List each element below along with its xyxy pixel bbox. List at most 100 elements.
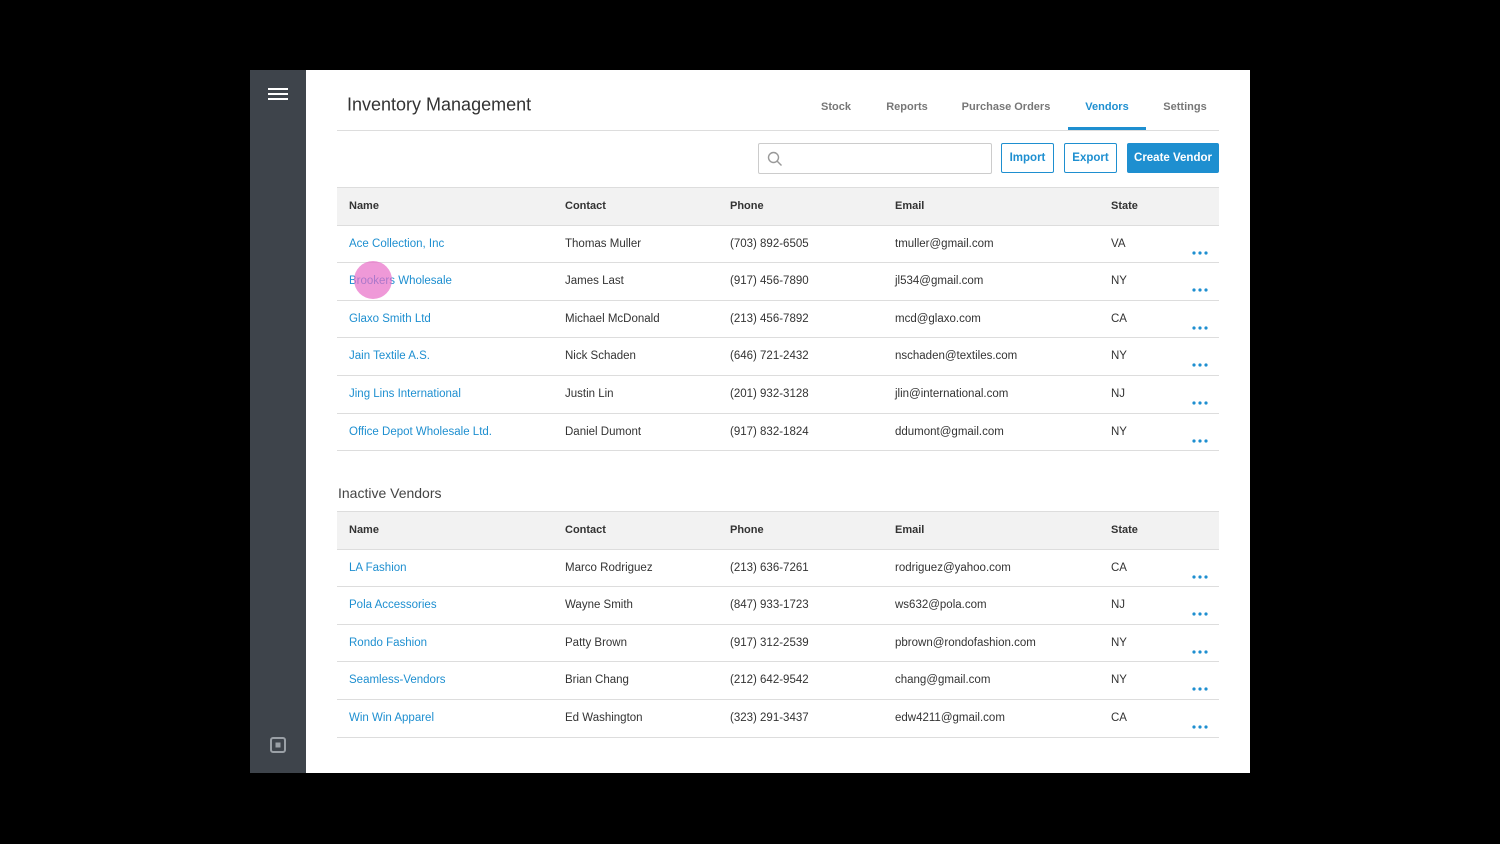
row-divider [337, 623, 1219, 625]
vendor-link[interactable]: LA Fashion [349, 561, 407, 574]
cell: rodriguez@yahoo.com [895, 561, 1011, 574]
row-menu[interactable] [1192, 716, 1208, 729]
row-divider [337, 299, 1219, 301]
cell: Marco Rodriguez [565, 561, 653, 574]
cell: VA [1111, 237, 1126, 250]
row-divider [337, 337, 1219, 339]
vendor-link[interactable]: Glaxo Smith Ltd [349, 312, 431, 325]
vendor-link[interactable]: Seamless-Vendors [349, 674, 446, 687]
row-menu[interactable] [1192, 392, 1208, 405]
column-header: Contact [565, 524, 606, 536]
vendor-link[interactable]: Rondo Fashion [349, 636, 427, 649]
square-logo [270, 737, 286, 753]
nav-tab[interactable]: Vendors [1085, 101, 1129, 113]
button[interactable] [1127, 143, 1219, 173]
row-divider [337, 586, 1219, 588]
cell: chang@gmail.com [895, 674, 991, 687]
button[interactable] [1001, 143, 1054, 173]
cell: ws632@pola.com [895, 599, 987, 612]
header-divider [337, 130, 1219, 131]
cell: NY [1111, 350, 1127, 363]
cell: James Last [565, 275, 624, 288]
column-header: Name [349, 200, 379, 212]
button-label[interactable]: Import [1009, 152, 1046, 164]
row-menu[interactable] [1192, 430, 1208, 443]
table-header [337, 511, 1219, 550]
row-divider [337, 661, 1219, 663]
row-divider [337, 698, 1219, 700]
row-divider [337, 262, 1219, 264]
vendor-link[interactable]: Ace Collection, Inc [349, 237, 445, 250]
cell: Patty Brown [565, 636, 627, 649]
cell: CA [1111, 312, 1127, 325]
cell: (917) 832-1824 [730, 425, 809, 438]
cell: jl534@gmail.com [895, 275, 984, 288]
cell: NY [1111, 275, 1127, 288]
nav-tab[interactable]: Settings [1163, 101, 1207, 113]
row-menu[interactable] [1192, 354, 1208, 367]
row-divider [337, 374, 1219, 376]
cell: CA [1111, 712, 1127, 724]
row-menu[interactable] [1192, 317, 1208, 330]
cell: NJ [1111, 388, 1126, 400]
cell: pbrown@rondofashion.com [895, 636, 1036, 649]
nav-tab[interactable]: Reports [886, 101, 928, 113]
column-header: Name [349, 524, 379, 536]
row-menu[interactable] [1192, 279, 1208, 292]
cell: Brian Chang [565, 674, 629, 687]
cell: (703) 892-6505 [730, 237, 809, 250]
cell: Daniel Dumont [565, 425, 642, 438]
nav-tab[interactable]: Stock [821, 101, 851, 113]
cell: (212) 642-9542 [730, 674, 809, 687]
cell: Nick Schaden [565, 350, 636, 363]
search-box[interactable] [758, 143, 992, 174]
row-menu[interactable] [1192, 603, 1208, 616]
cell: CA [1111, 561, 1127, 574]
menu-button[interactable] [268, 88, 288, 102]
row-menu[interactable] [1192, 678, 1208, 691]
button[interactable] [1064, 143, 1117, 173]
cell: NY [1111, 636, 1127, 649]
vendor-link[interactable]: Win Win Apparel [349, 712, 435, 724]
column-header: Email [895, 200, 925, 212]
vendor-link[interactable]: Office Depot Wholesale Ltd. [349, 425, 492, 438]
row-divider [337, 736, 1219, 738]
row-divider [337, 412, 1219, 414]
cell: Thomas Muller [565, 237, 642, 250]
cell: (847) 933-1723 [730, 599, 809, 612]
section-title: Inactive Vendors [338, 485, 442, 501]
row-menu[interactable] [1192, 566, 1208, 579]
cell: (213) 456-7892 [730, 312, 809, 325]
cell: (201) 932-3128 [730, 388, 809, 400]
table-header [337, 187, 1219, 226]
vendor-link[interactable]: Jain Textile A.S. [349, 350, 430, 363]
row-menu[interactable] [1192, 242, 1208, 255]
cell: NY [1111, 674, 1127, 687]
cell: tmuller@gmail.com [895, 237, 994, 250]
search-icon [767, 151, 782, 166]
button-label[interactable]: Export [1072, 152, 1109, 164]
cell: ddumont@gmail.com [895, 425, 1004, 438]
touch-indicator [354, 261, 392, 299]
cell: Ed Washington [565, 712, 643, 724]
active-tab-underline [1068, 127, 1146, 130]
cell: Michael McDonald [565, 312, 660, 325]
cell: NY [1111, 425, 1127, 438]
cell: (323) 291-3437 [730, 712, 809, 724]
cell: Justin Lin [565, 388, 614, 400]
sidebar [250, 70, 306, 773]
column-header: Phone [730, 200, 764, 212]
button-label[interactable]: Create Vendor [1134, 152, 1212, 164]
page-title: Inventory Management [347, 94, 532, 115]
row-menu[interactable] [1192, 641, 1208, 654]
column-header: State [1111, 524, 1138, 536]
cell: (917) 456-7890 [730, 275, 809, 288]
cell: (646) 721-2432 [730, 350, 809, 363]
nav-tab[interactable]: Purchase Orders [961, 101, 1051, 113]
vendor-link[interactable]: Pola Accessories [349, 599, 437, 612]
row-divider [337, 450, 1219, 452]
cell: (213) 636-7261 [730, 561, 809, 574]
cell: (917) 312-2539 [730, 636, 809, 649]
vendor-link[interactable]: Jing Lins International [349, 388, 461, 400]
